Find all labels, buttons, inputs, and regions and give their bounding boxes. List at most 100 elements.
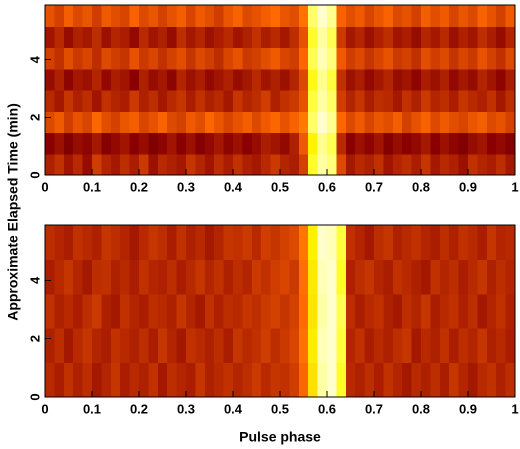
heat-cell xyxy=(308,259,319,295)
x-tick-label: 0.9 xyxy=(459,179,477,194)
heat-cell xyxy=(439,90,450,112)
heat-cell xyxy=(439,68,450,91)
heat-cell xyxy=(204,5,215,27)
heat-cell xyxy=(139,26,149,48)
heat-cell xyxy=(214,153,225,176)
heat-cell xyxy=(233,90,243,112)
heat-cell xyxy=(101,90,112,112)
heat-cell xyxy=(458,362,469,398)
heat-cell xyxy=(383,132,394,155)
heat-cell xyxy=(73,47,84,70)
heat-cell xyxy=(167,328,178,364)
heat-cell xyxy=(110,26,121,48)
heat-cell xyxy=(421,47,431,70)
heat-cell xyxy=(355,225,366,260)
heat-cell xyxy=(73,153,84,176)
heat-cell xyxy=(261,26,272,48)
heat-cell xyxy=(317,132,328,155)
heat-cell xyxy=(458,293,469,329)
heat-cell xyxy=(308,90,319,112)
heat-cell xyxy=(101,259,112,295)
heat-cell xyxy=(251,293,262,329)
heat-cell xyxy=(223,68,234,91)
heat-cell xyxy=(374,26,384,48)
heat-cell xyxy=(148,259,159,295)
heat-cell xyxy=(82,328,93,364)
heat-cell xyxy=(73,293,84,329)
heat-cell xyxy=(195,328,206,364)
heat-cell xyxy=(336,362,347,398)
heat-cell xyxy=(82,153,93,176)
heat-cell xyxy=(374,362,384,398)
heat-cell xyxy=(327,259,337,295)
heat-cell xyxy=(336,111,347,133)
heat-cell xyxy=(439,111,450,133)
heat-cell xyxy=(148,293,159,329)
heat-cell xyxy=(186,68,196,91)
heat-cell xyxy=(327,111,337,133)
heat-cell xyxy=(411,293,422,329)
heat-cell xyxy=(92,132,102,155)
heat-cell xyxy=(148,132,159,155)
heat-cell xyxy=(233,68,243,91)
heat-cell xyxy=(383,328,394,364)
heat-cell xyxy=(176,111,187,133)
heat-cell xyxy=(251,259,262,295)
heat-cell xyxy=(402,293,413,329)
heat-cell xyxy=(486,293,497,329)
y-tick-label: 0 xyxy=(27,393,42,400)
heat-cell xyxy=(167,362,178,398)
heat-cell xyxy=(280,111,290,133)
x-tick-label: 1 xyxy=(511,179,518,194)
heat-cell xyxy=(439,5,450,27)
heat-cell xyxy=(82,90,93,112)
heat-cell xyxy=(82,26,93,48)
heat-cell xyxy=(129,225,140,260)
heat-cell xyxy=(223,111,234,133)
heat-cell xyxy=(186,153,196,176)
heat-cell xyxy=(120,90,131,112)
heat-cell xyxy=(383,111,394,133)
heat-cell xyxy=(496,259,507,295)
heat-cell xyxy=(129,362,140,398)
heat-cell xyxy=(364,259,375,295)
heat-cell xyxy=(496,90,507,112)
heat-cell xyxy=(364,132,375,155)
heat-cell xyxy=(392,68,403,91)
heat-cell xyxy=(345,90,356,112)
heat-cell xyxy=(298,225,309,260)
heat-cell xyxy=(402,111,413,133)
heat-cell xyxy=(120,328,131,364)
heat-cell xyxy=(355,26,366,48)
heat-cell xyxy=(223,132,234,155)
heat-cell xyxy=(195,111,206,133)
heat-cell xyxy=(298,362,309,398)
heat-cell xyxy=(280,68,290,91)
heat-cell xyxy=(486,68,497,91)
heat-cell xyxy=(176,68,187,91)
heat-cell xyxy=(120,111,131,133)
heat-cell xyxy=(430,225,441,260)
heat-cell xyxy=(167,68,178,91)
heat-cell xyxy=(54,132,65,155)
heat-cell xyxy=(242,47,253,70)
heat-cell xyxy=(327,68,337,91)
heat-cell xyxy=(327,225,337,260)
heat-cell xyxy=(392,47,403,70)
heat-cell xyxy=(54,362,65,398)
heat-cell xyxy=(242,362,253,398)
heat-cell xyxy=(92,68,102,91)
heat-cell xyxy=(327,362,337,398)
heat-cell xyxy=(233,328,243,364)
heat-cell xyxy=(73,111,84,133)
heat-cell xyxy=(73,68,84,91)
heat-cell xyxy=(505,362,516,398)
heat-cell xyxy=(82,225,93,260)
heat-cell xyxy=(280,26,290,48)
heat-cell xyxy=(204,26,215,48)
heat-cell xyxy=(449,225,460,260)
heat-cell xyxy=(374,328,384,364)
heat-cell xyxy=(214,328,225,364)
heat-cell xyxy=(308,111,319,133)
heat-cell xyxy=(63,68,74,91)
